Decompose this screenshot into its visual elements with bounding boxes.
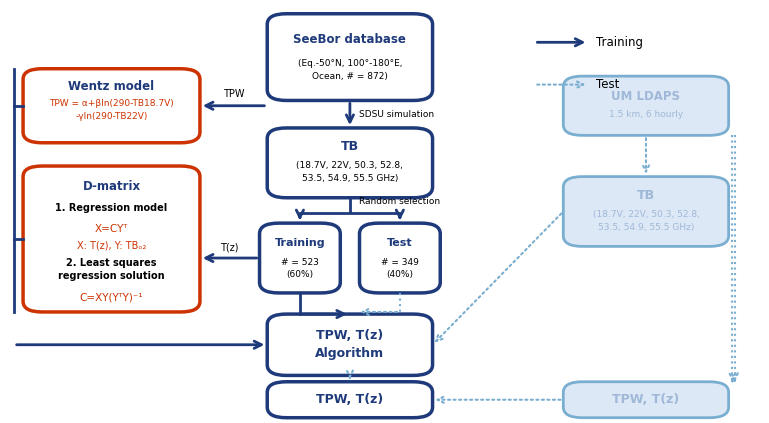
Text: X=CYᵀ: X=CYᵀ [95,224,128,233]
Text: Random selection: Random selection [359,197,440,206]
Text: SDSU simulation: SDSU simulation [359,110,434,119]
Text: (Eq.-50°N, 100°-180°E,
Ocean, # = 872): (Eq.-50°N, 100°-180°E, Ocean, # = 872) [298,59,402,80]
Text: SeeBor database: SeeBor database [294,33,406,46]
Text: Training: Training [596,36,643,49]
Text: TB: TB [637,189,655,202]
Text: 2. Least squares
regression solution: 2. Least squares regression solution [58,258,165,281]
FancyBboxPatch shape [268,314,432,376]
FancyBboxPatch shape [268,128,432,198]
Text: X: T(z), Y: TBₒ₂: X: T(z), Y: TBₒ₂ [77,241,146,250]
Text: # = 349
(40%): # = 349 (40%) [381,258,419,279]
Text: TPW, T(z): TPW, T(z) [316,393,384,406]
FancyBboxPatch shape [360,223,440,293]
Text: TPW, T(z)
Algorithm: TPW, T(z) Algorithm [315,329,384,360]
Text: (18.7V, 22V, 50.3, 52.8,
53.5, 54.9, 55.5 GHz): (18.7V, 22V, 50.3, 52.8, 53.5, 54.9, 55.… [593,210,699,231]
Text: Wentz model: Wentz model [68,80,155,93]
FancyBboxPatch shape [260,223,341,293]
Text: UM LDAPS: UM LDAPS [611,90,681,103]
Text: D-matrix: D-matrix [82,180,141,193]
FancyBboxPatch shape [563,177,728,246]
Text: Training: Training [275,238,325,248]
FancyBboxPatch shape [268,382,432,418]
Text: TPW: TPW [223,89,245,99]
FancyBboxPatch shape [563,382,728,418]
Text: Test: Test [387,238,413,248]
FancyBboxPatch shape [23,69,200,143]
Text: C=XY(YᵀY)⁻¹: C=XY(YᵀY)⁻¹ [80,292,143,302]
Text: # = 523
(60%): # = 523 (60%) [281,258,319,279]
Text: TPW, T(z): TPW, T(z) [612,393,680,406]
Text: 1.5 km, 6 hourly: 1.5 km, 6 hourly [609,110,683,119]
Text: T(z): T(z) [221,243,239,253]
Text: Test: Test [596,78,619,91]
Text: (18.7V, 22V, 50.3, 52.8,
53.5, 54.9, 55.5 GHz): (18.7V, 22V, 50.3, 52.8, 53.5, 54.9, 55.… [297,162,403,183]
Text: TB: TB [341,140,359,153]
Text: 1. Regression model: 1. Regression model [55,203,168,213]
Text: TPW = α+βln(290-TB18.7V)
-γln(290-TB22V): TPW = α+βln(290-TB18.7V) -γln(290-TB22V) [49,99,174,121]
FancyBboxPatch shape [268,14,432,101]
FancyBboxPatch shape [563,76,728,135]
FancyBboxPatch shape [23,166,200,312]
